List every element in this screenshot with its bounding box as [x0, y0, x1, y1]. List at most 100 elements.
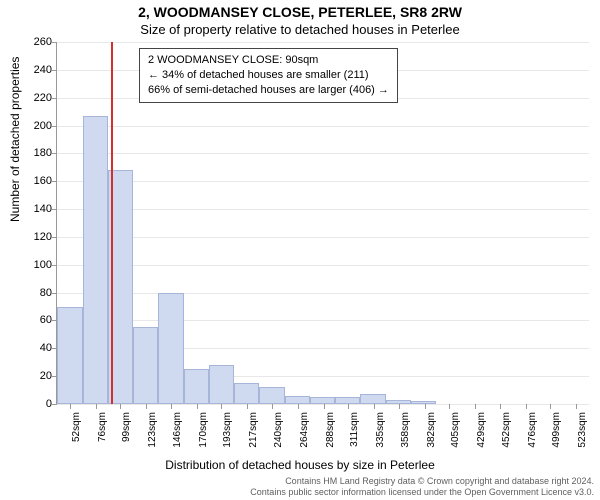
info-box: 2 WOODMANSEY CLOSE: 90sqm ← 34% of detac… — [139, 48, 398, 103]
ytick-label: 120 — [12, 231, 52, 243]
ytick-mark — [52, 237, 57, 238]
histogram-bar — [158, 293, 184, 404]
xtick-mark — [576, 404, 577, 409]
x-axis-label: Distribution of detached houses by size … — [0, 458, 600, 472]
info-line-3: 66% of semi-detached houses are larger (… — [148, 83, 389, 98]
xtick-mark — [399, 404, 400, 409]
xtick-mark — [500, 404, 501, 409]
xtick-mark — [298, 404, 299, 409]
histogram-bar — [360, 394, 386, 404]
ytick-label: 80 — [12, 287, 52, 299]
xtick-label: 52sqm — [71, 412, 82, 452]
ytick-mark — [52, 181, 57, 182]
xtick-mark — [348, 404, 349, 409]
xtick-mark — [96, 404, 97, 409]
histogram-bar — [133, 327, 158, 404]
xtick-mark — [374, 404, 375, 409]
ytick-mark — [52, 293, 57, 294]
y-axis-label: Number of detached properties — [8, 57, 22, 222]
ytick-label: 100 — [12, 259, 52, 271]
histogram-bar — [335, 397, 360, 404]
xtick-label: 499sqm — [551, 412, 562, 452]
ytick-mark — [52, 153, 57, 154]
gridline — [57, 42, 589, 43]
ytick-label: 60 — [12, 314, 52, 326]
xtick-mark — [449, 404, 450, 409]
ytick-label: 140 — [12, 203, 52, 215]
ytick-label: 240 — [12, 64, 52, 76]
xtick-label: 476sqm — [527, 412, 538, 452]
xtick-mark — [247, 404, 248, 409]
xtick-label: 382sqm — [426, 412, 437, 452]
gridline — [57, 293, 589, 294]
xtick-label: 99sqm — [121, 412, 132, 452]
title-address: 2, WOODMANSEY CLOSE, PETERLEE, SR8 2RW — [0, 4, 600, 20]
histogram-bar — [310, 397, 336, 404]
xtick-label: 193sqm — [222, 412, 233, 452]
xtick-label: 429sqm — [476, 412, 487, 452]
ytick-label: 200 — [12, 120, 52, 132]
ytick-mark — [52, 265, 57, 266]
xtick-label: 123sqm — [147, 412, 158, 452]
xtick-label: 240sqm — [273, 412, 284, 452]
ytick-label: 20 — [12, 370, 52, 382]
ytick-label: 220 — [12, 92, 52, 104]
ytick-label: 160 — [12, 175, 52, 187]
info-line-2: ← 34% of detached houses are smaller (21… — [148, 68, 389, 83]
ytick-label: 40 — [12, 342, 52, 354]
xtick-mark — [272, 404, 273, 409]
ytick-mark — [52, 404, 57, 405]
xtick-mark — [550, 404, 551, 409]
xtick-mark — [324, 404, 325, 409]
footer-line-2: Contains public sector information licen… — [250, 487, 594, 498]
ytick-label: 0 — [12, 398, 52, 410]
ytick-mark — [52, 126, 57, 127]
xtick-label: 146sqm — [172, 412, 183, 452]
xtick-label: 523sqm — [577, 412, 588, 452]
gridline — [57, 265, 589, 266]
histogram-bar — [57, 307, 83, 404]
xtick-mark — [197, 404, 198, 409]
xtick-label: 264sqm — [299, 412, 310, 452]
ytick-mark — [52, 98, 57, 99]
ytick-mark — [52, 70, 57, 71]
xtick-mark — [425, 404, 426, 409]
xtick-mark — [70, 404, 71, 409]
xtick-mark — [146, 404, 147, 409]
ytick-mark — [52, 42, 57, 43]
ytick-mark — [52, 209, 57, 210]
histogram-bar — [234, 383, 259, 404]
footer-attribution: Contains HM Land Registry data © Crown c… — [250, 476, 594, 498]
histogram-bar — [83, 116, 108, 404]
xtick-label: 358sqm — [400, 412, 411, 452]
ytick-label: 180 — [12, 147, 52, 159]
histogram-bar — [209, 365, 235, 404]
histogram-bar — [411, 401, 437, 404]
info-line-1: 2 WOODMANSEY CLOSE: 90sqm — [148, 53, 389, 68]
subject-marker-line — [111, 42, 113, 404]
xtick-label: 452sqm — [501, 412, 512, 452]
gridline — [57, 126, 589, 127]
xtick-label: 311sqm — [349, 412, 360, 452]
xtick-mark — [171, 404, 172, 409]
ytick-label: 260 — [12, 36, 52, 48]
histogram-plot: 2 WOODMANSEY CLOSE: 90sqm ← 34% of detac… — [56, 42, 589, 405]
xtick-label: 288sqm — [325, 412, 336, 452]
xtick-mark — [475, 404, 476, 409]
gridline — [57, 237, 589, 238]
xtick-mark — [120, 404, 121, 409]
histogram-bar — [285, 396, 310, 404]
xtick-mark — [526, 404, 527, 409]
xtick-label: 170sqm — [198, 412, 209, 452]
footer-line-1: Contains HM Land Registry data © Crown c… — [250, 476, 594, 487]
gridline — [57, 320, 589, 321]
xtick-label: 76sqm — [97, 412, 108, 452]
xtick-label: 335sqm — [375, 412, 386, 452]
histogram-bar — [184, 369, 209, 404]
gridline — [57, 153, 589, 154]
histogram-bar — [259, 387, 285, 404]
gridline — [57, 209, 589, 210]
title-subtitle: Size of property relative to detached ho… — [0, 22, 600, 37]
gridline — [57, 181, 589, 182]
xtick-label: 405sqm — [450, 412, 461, 452]
